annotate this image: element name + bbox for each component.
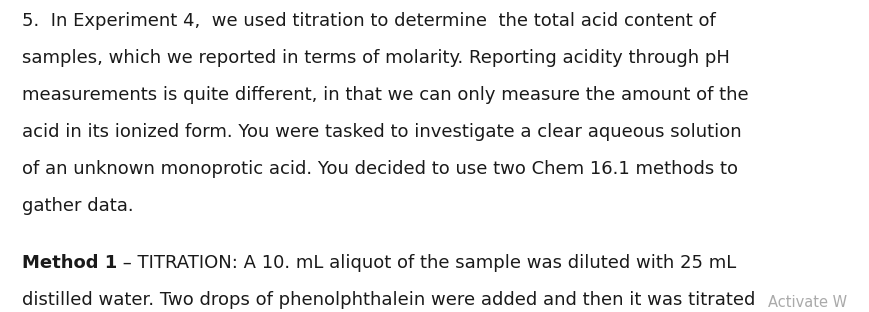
Text: measurements is quite different, in that we can only measure the amount of the: measurements is quite different, in that… [22, 86, 748, 104]
Text: gather data.: gather data. [22, 197, 134, 215]
Text: acid in its ionized form. You were tasked to investigate a clear aqueous solutio: acid in its ionized form. You were taske… [22, 123, 741, 141]
Text: Activate W: Activate W [768, 295, 847, 310]
Text: – TITRATION: A 10. mL aliquot of the sample was diluted with 25 mL: – TITRATION: A 10. mL aliquot of the sam… [117, 254, 737, 272]
Text: samples, which we reported in terms of molarity. Reporting acidity through pH: samples, which we reported in terms of m… [22, 49, 730, 67]
Text: distilled water. Two drops of phenolphthalein were added and then it was titrate: distilled water. Two drops of phenolphth… [22, 291, 755, 309]
Text: of an unknown monoprotic acid. You decided to use two Chem 16.1 methods to: of an unknown monoprotic acid. You decid… [22, 160, 738, 178]
Text: 5.  In Experiment 4,  we used titration to determine  the total acid content of: 5. In Experiment 4, we used titration to… [22, 12, 716, 30]
Text: Method 1: Method 1 [22, 254, 117, 272]
